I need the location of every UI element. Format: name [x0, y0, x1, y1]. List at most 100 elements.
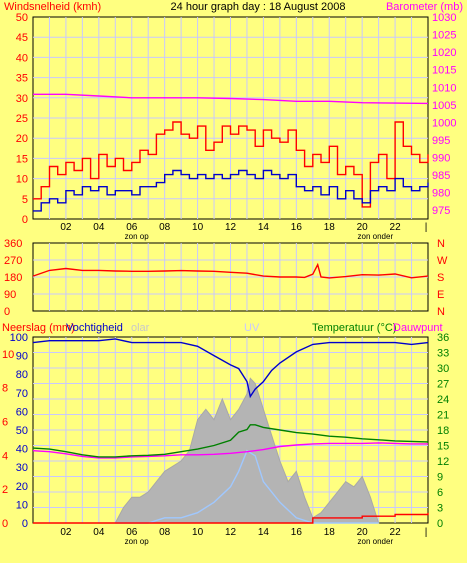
- x-tick-label: 12: [225, 527, 237, 538]
- wind-barometer-panel: 0510152025303540455097598098599099510001…: [16, 12, 457, 241]
- humidity-y-tick-label: 20: [16, 481, 28, 493]
- x-tick-label: 18: [324, 222, 336, 233]
- temperature-y-tick-label: 24: [437, 394, 449, 406]
- x-tick-label: 16: [291, 527, 303, 538]
- sunset-label: zon onder: [358, 232, 394, 241]
- sunrise-label: zon op: [125, 232, 150, 241]
- barometer-title: Barometer (mb): [386, 1, 463, 13]
- x-tick-label: |: [425, 527, 428, 538]
- x-tick-label: 02: [60, 527, 72, 538]
- rain-y-tick-label: 8: [2, 383, 8, 395]
- direction-y-tick-label: 180: [4, 272, 22, 284]
- wind-y-tick-label: 20: [16, 133, 28, 145]
- humidity-y-tick-label: 100: [10, 332, 28, 344]
- barometer-series-line: [33, 93, 429, 105]
- rain-humidity-temperature-panel: Neerslag (mm)Vochtigheid olar UV Temperatuu…: [2, 322, 449, 546]
- sunset-label: zon onder: [358, 537, 394, 546]
- humidity-y-tick-label: 50: [16, 425, 28, 437]
- x-tick-label: 06: [126, 527, 138, 538]
- temperature-title: Temperatuur (°C): [312, 322, 396, 334]
- wind-gust-series-line: [33, 121, 429, 208]
- x-tick-label: 12: [225, 222, 237, 233]
- wind-speed-title: Windsnelheid (kmh): [4, 1, 101, 13]
- x-tick-label: 22: [390, 222, 402, 233]
- x-tick-label: 20: [357, 527, 369, 538]
- barometer-y-tick-label: 1010: [432, 82, 456, 94]
- direction-y-tick-label: 0: [4, 306, 10, 318]
- barometer-y-tick-label: 1005: [432, 100, 456, 112]
- compass-label: E: [437, 289, 444, 301]
- temperature-y-tick-label: 33: [437, 348, 449, 360]
- wind-y-tick-label: 35: [16, 73, 28, 85]
- temperature-y-tick-label: 3: [437, 503, 443, 515]
- wind-y-tick-label: 25: [16, 113, 28, 125]
- rain-y-tick-label: 2: [2, 484, 8, 496]
- x-tick-label: 02: [60, 222, 72, 233]
- humidity-y-tick-label: 40: [16, 444, 28, 456]
- x-tick-label: 14: [258, 527, 270, 538]
- humidity-y-tick-label: 80: [16, 369, 28, 381]
- wind-y-tick-label: 5: [22, 194, 28, 206]
- uv-title: UV: [244, 322, 260, 334]
- x-tick-label: 08: [159, 527, 171, 538]
- temperature-y-tick-label: 0: [437, 518, 443, 530]
- wind-y-tick-label: 0: [22, 214, 28, 226]
- direction-y-tick-label: 90: [4, 289, 16, 301]
- graph-title: 24 hour graph day : 18 August 2008: [171, 1, 346, 13]
- x-tick-label: 16: [291, 222, 303, 233]
- rain-y-tick-label: 0: [2, 518, 8, 530]
- barometer-y-tick-label: 980: [432, 188, 450, 200]
- barometer-y-tick-label: 975: [432, 205, 450, 217]
- temperature-y-tick-label: 15: [437, 441, 449, 453]
- humidity-series-line: [32, 338, 429, 399]
- solar-title: olar: [131, 322, 150, 334]
- x-tick-label: 10: [192, 222, 204, 233]
- humidity-title: Vochtigheid: [66, 322, 123, 334]
- wind-y-tick-label: 10: [16, 174, 28, 186]
- x-tick-label: 20: [357, 222, 369, 233]
- sunrise-label: zon op: [125, 537, 150, 546]
- barometer-y-tick-label: 1030: [432, 12, 456, 24]
- wind-y-tick-label: 45: [16, 32, 28, 44]
- temperature-y-tick-label: 9: [437, 472, 443, 484]
- rain-y-tick-label: 10: [2, 349, 14, 361]
- temperature-y-tick-label: 21: [437, 410, 449, 422]
- temperature-y-tick-label: 36: [437, 332, 449, 344]
- x-tick-label: 04: [93, 527, 105, 538]
- wind-y-tick-label: 40: [16, 52, 28, 64]
- rain-y-tick-label: 6: [2, 417, 8, 429]
- direction-y-tick-label: 270: [4, 255, 22, 267]
- wind-speed-series-line: [33, 169, 429, 212]
- humidity-y-tick-label: 30: [16, 462, 28, 474]
- barometer-y-tick-label: 985: [432, 170, 450, 182]
- x-tick-label: 04: [93, 222, 105, 233]
- temperature-y-tick-label: 12: [437, 456, 449, 468]
- wind-y-tick-label: 50: [16, 12, 28, 24]
- barometer-y-tick-label: 1000: [432, 117, 456, 129]
- x-tick-label: 08: [159, 222, 171, 233]
- dewpoint-series-line: [32, 442, 428, 459]
- barometer-y-tick-label: 1020: [432, 47, 456, 59]
- humidity-y-tick-label: 0: [22, 518, 28, 530]
- barometer-y-tick-label: 990: [432, 153, 450, 165]
- compass-label: N: [437, 306, 445, 318]
- temperature-y-tick-label: 18: [437, 425, 449, 437]
- rain-series-line: [33, 512, 429, 524]
- x-tick-label: 06: [126, 222, 138, 233]
- temperature-y-tick-label: 27: [437, 379, 449, 391]
- compass-label: N: [437, 238, 445, 250]
- temperature-series-line: [32, 424, 429, 458]
- compass-label: W: [437, 255, 448, 267]
- compass-label: S: [437, 272, 444, 284]
- barometer-y-tick-label: 1015: [432, 65, 456, 77]
- x-tick-label: 18: [324, 527, 336, 538]
- humidity-y-tick-label: 70: [16, 388, 28, 400]
- barometer-y-tick-label: 1025: [432, 30, 456, 42]
- wind-y-tick-label: 15: [16, 153, 28, 165]
- humidity-y-tick-label: 10: [16, 499, 28, 511]
- rain-title: Neerslag (mm): [2, 322, 75, 334]
- humidity-y-tick-label: 60: [16, 406, 28, 418]
- wind-direction-series-line: [32, 262, 429, 279]
